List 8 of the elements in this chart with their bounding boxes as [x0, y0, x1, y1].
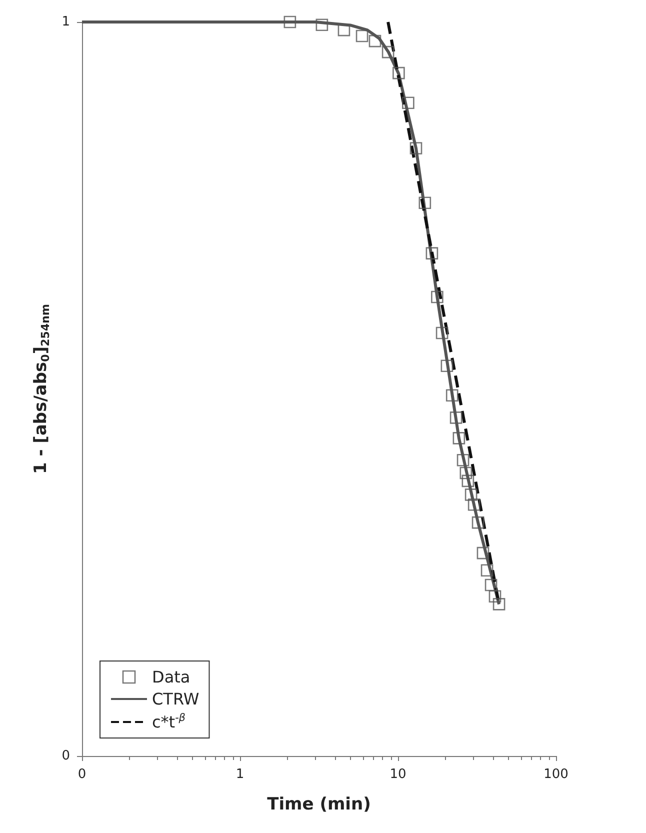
- y-axis-title: 1 - [abs/abs0]254nm: [31, 304, 52, 474]
- x-tick-label: 1: [236, 767, 244, 782]
- x-tick-label: 0: [78, 767, 86, 782]
- x-tick-label: 100: [544, 767, 568, 782]
- legend-label: CTRW: [152, 690, 200, 708]
- legend-label: Data: [152, 668, 190, 686]
- x-axis-title: Time (min): [267, 794, 371, 814]
- x-tick-label: 10: [390, 767, 406, 782]
